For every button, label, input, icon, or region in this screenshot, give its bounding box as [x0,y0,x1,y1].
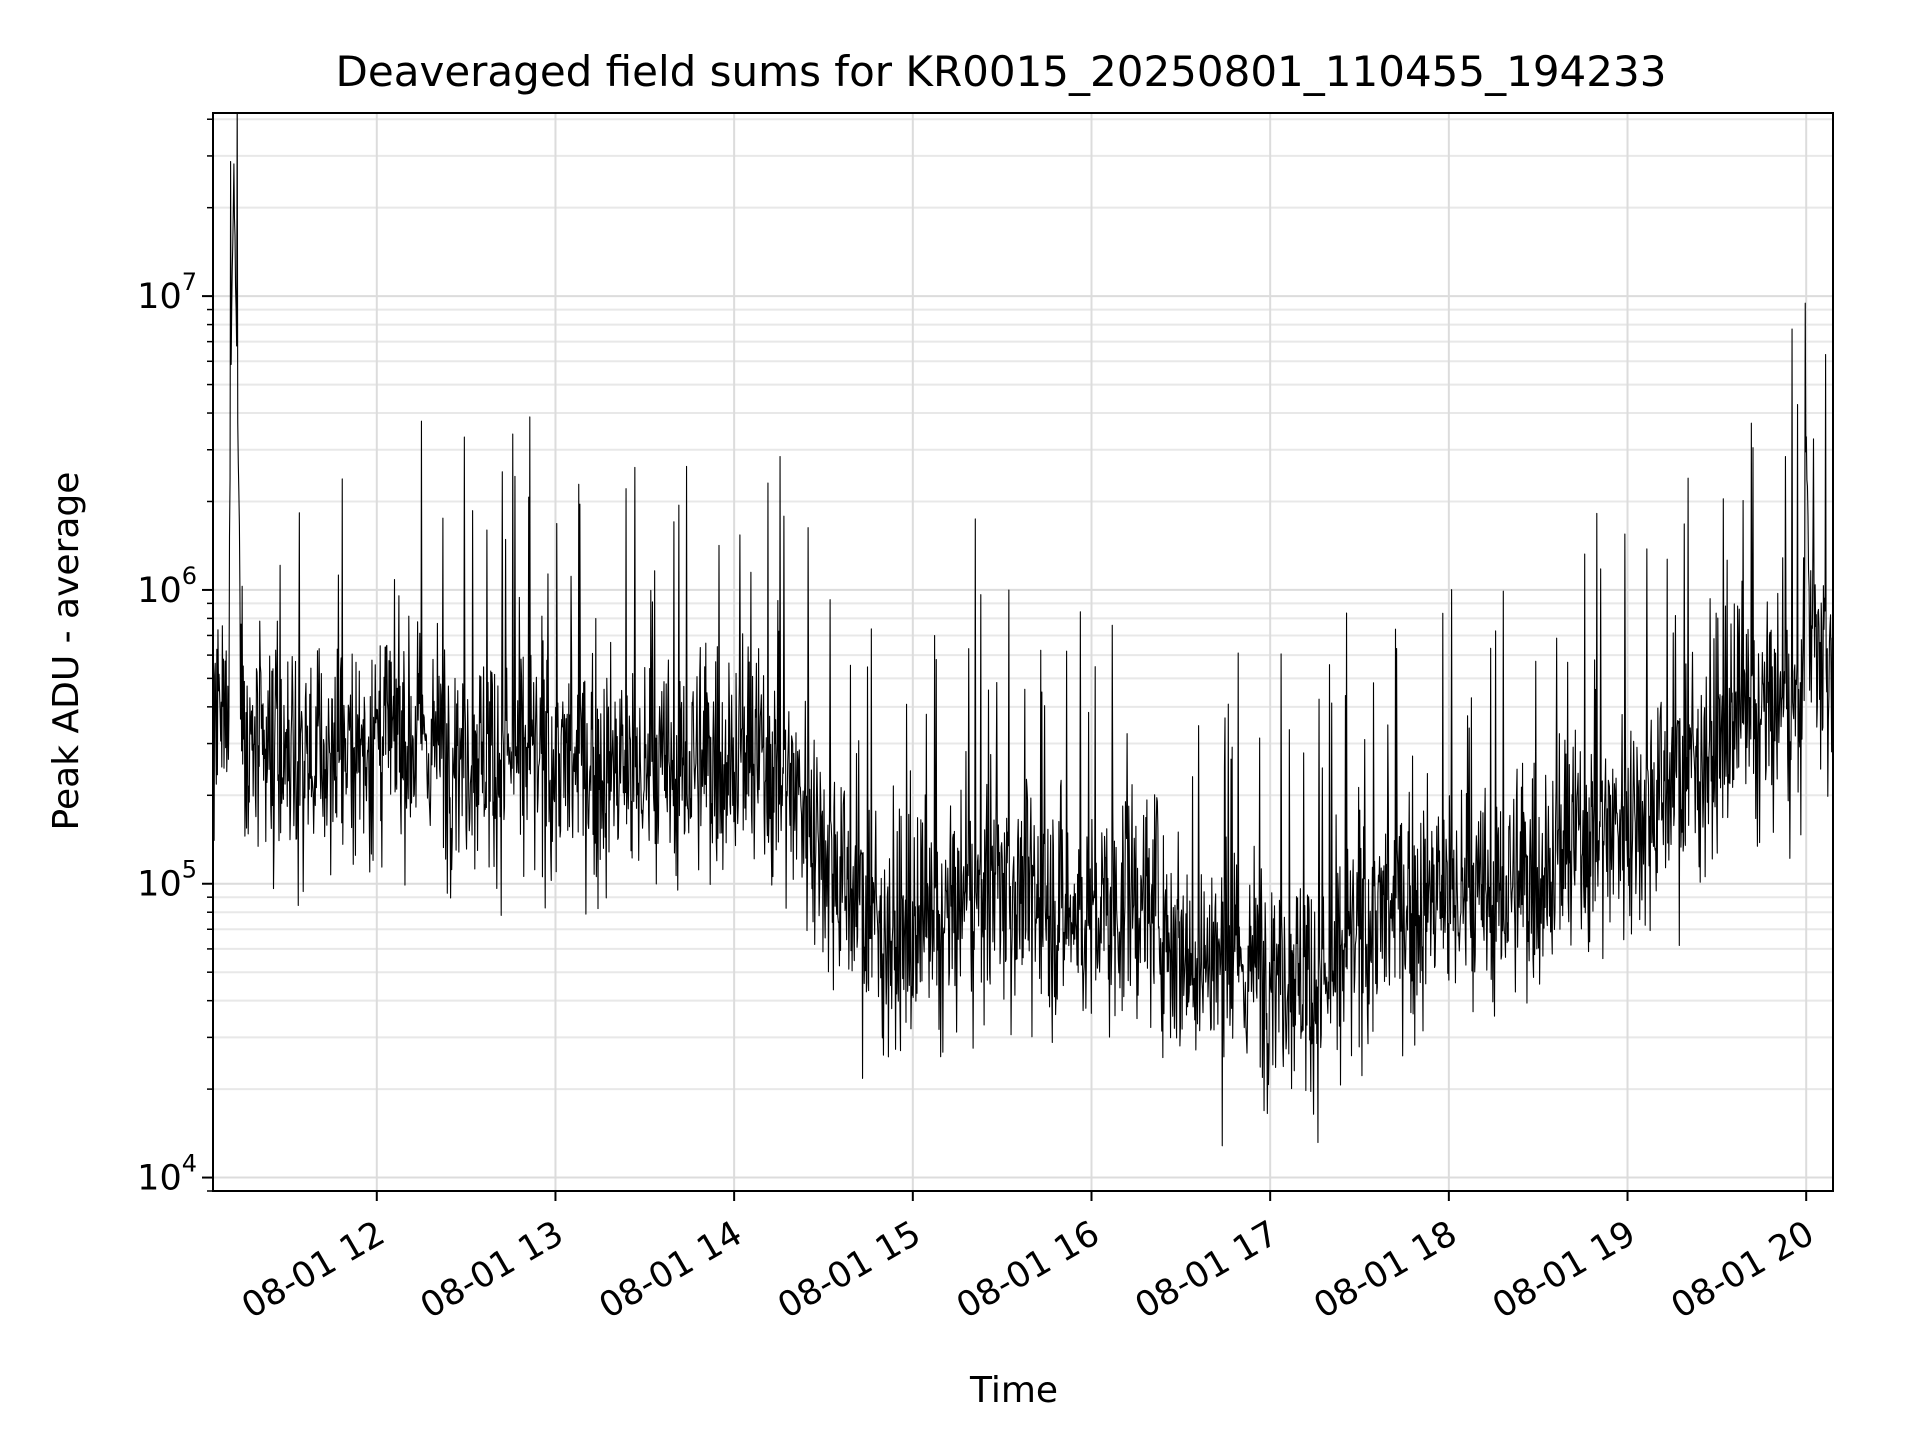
x-tick-label: 08-01 14 [593,1214,749,1327]
chart-title: Deaveraged field sums for KR0015_2025080… [336,47,1667,96]
y-tick-label: 104 [137,1150,197,1199]
x-axis-label: Time [969,1370,1058,1411]
x-tick-label: 08-01 18 [1307,1214,1463,1327]
x-axis: 08-01 12 08-01 13 08-01 14 08-01 15 08-01 16… [235,1191,1821,1327]
y-tick-label: 105 [137,856,197,905]
y-axis-label: Peak ADU - average [46,472,87,831]
x-tick-label: 08-01 13 [414,1214,570,1327]
x-tick-label: 08-01 15 [771,1214,927,1327]
series-group [213,113,1833,1147]
x-tick-label: 08-01 12 [235,1214,391,1327]
x-tick-label: 08-01 20 [1665,1214,1821,1327]
x-tick-label: 08-01 19 [1486,1214,1642,1327]
y-tick-label: 107 [137,268,197,317]
y-tick-label: 106 [137,562,197,611]
series-layer [213,113,1833,1147]
x-tick-label: 08-01 17 [1129,1214,1285,1327]
y-axis: 104 105 106 107 [137,118,213,1199]
grid-lines [213,113,1833,1192]
series-line [213,113,1833,1147]
x-tick-label: 08-01 16 [950,1214,1106,1327]
plot-frame [212,112,1834,1192]
